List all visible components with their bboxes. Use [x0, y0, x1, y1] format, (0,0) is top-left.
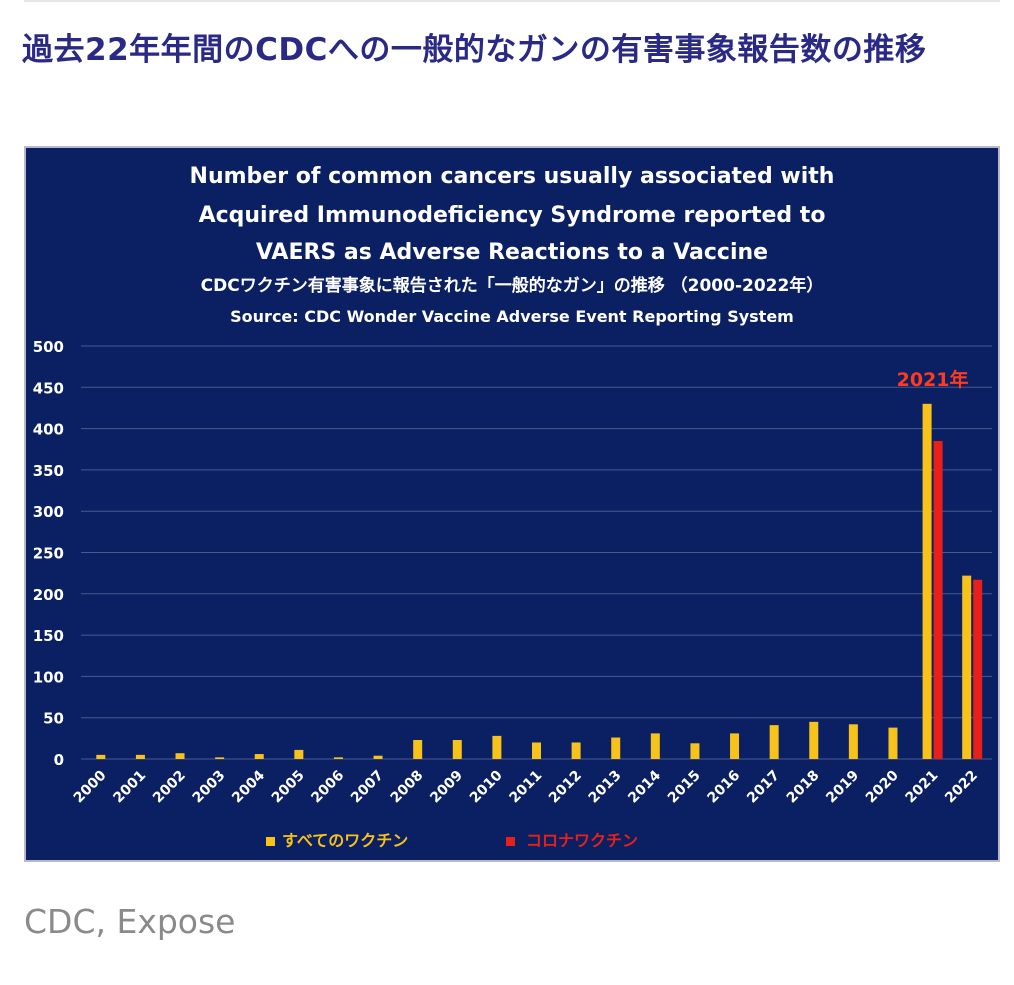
- x-axis-ticks: 2000 2001 2002 2003 2004 2005 2006 2007 2008 2009…: [71, 767, 981, 806]
- bar-all-vaccines-2008: [413, 740, 423, 759]
- y-tick-label: 250: [33, 545, 64, 563]
- bar-covid-vaccines-2022: [973, 579, 983, 759]
- x-tick-label: 2013: [586, 768, 625, 807]
- x-tick-label: 2009: [427, 768, 466, 807]
- article-heading: 過去22年年間のCDCへの一般的なガンの有害事象報告数の推移: [22, 32, 927, 68]
- x-tick-label: 2008: [388, 768, 427, 807]
- legend-label-all-vaccines: すべてのワクチン: [282, 831, 408, 850]
- x-tick-label: 2019: [823, 768, 862, 807]
- x-tick-label: 2011: [506, 768, 545, 807]
- bar-all-vaccines-2014: [650, 733, 660, 759]
- bar-all-vaccines-2005: [294, 749, 304, 759]
- y-tick-label: 450: [33, 379, 64, 397]
- chart-title: Number of common cancers usually associa…: [190, 164, 835, 265]
- bar-all-vaccines-2011: [532, 742, 541, 759]
- y-tick-label: 100: [33, 668, 64, 686]
- image-caption: CDC, Expose: [24, 902, 236, 941]
- bar-chart: Number of common cancers usually associa…: [33, 164, 992, 850]
- bar-all-vaccines-2009: [452, 740, 462, 759]
- legend-label-covid-vaccines: コロナワクチン: [526, 831, 638, 850]
- bar-all-vaccines-2012: [571, 742, 581, 759]
- y-tick-label: 0: [54, 751, 64, 769]
- bars: [96, 403, 983, 759]
- bar-all-vaccines-2017: [769, 725, 779, 759]
- bar-all-vaccines-2019: [848, 724, 858, 759]
- legend: すべてのワクチン コロナワクチン: [266, 831, 638, 850]
- annotation-2021: 2021年: [897, 368, 969, 391]
- x-tick-label: 2022: [942, 768, 981, 807]
- bar-all-vaccines-2000: [96, 754, 106, 759]
- x-tick-label: 2000: [71, 767, 110, 806]
- x-tick-label: 2005: [269, 768, 308, 807]
- y-tick-label: 50: [43, 710, 64, 728]
- bar-all-vaccines-2003: [215, 757, 225, 759]
- legend-swatch-all-vaccines: [266, 837, 275, 846]
- y-tick-label: 500: [33, 338, 64, 356]
- y-tick-label: 150: [33, 627, 64, 645]
- x-tick-label: 2006: [308, 768, 347, 807]
- bar-all-vaccines-2016: [730, 733, 740, 759]
- x-tick-label: 2004: [229, 767, 268, 806]
- legend-swatch-covid-vaccines: [506, 837, 515, 846]
- top-divider: [24, 0, 1000, 2]
- x-tick-label: 2007: [348, 768, 387, 807]
- x-tick-label: 2001: [110, 768, 149, 807]
- y-tick-label: 200: [33, 586, 64, 604]
- x-tick-label: 2021: [903, 768, 942, 807]
- bar-all-vaccines-2018: [809, 721, 819, 759]
- y-tick-label: 400: [33, 421, 64, 439]
- y-axis-ticks: 0 50 100 150 200 250 300 350 400 450 500: [33, 338, 64, 769]
- bar-all-vaccines-2022: [962, 575, 972, 759]
- x-tick-label: 2003: [190, 768, 229, 807]
- chart-image: Number of common cancers usually associa…: [24, 146, 1000, 862]
- x-tick-label: 2018: [784, 768, 823, 807]
- bar-all-vaccines-2002: [175, 753, 185, 759]
- bar-all-vaccines-2013: [611, 737, 621, 759]
- y-tick-label: 350: [33, 462, 64, 480]
- chart-source: Source: CDC Wonder Vaccine Adverse Event…: [230, 307, 794, 326]
- x-tick-label: 2015: [665, 768, 704, 807]
- chart-subtitle: CDCワクチン有害事象に報告された「一般的なガン」の推移 （2000-2022年…: [201, 275, 824, 296]
- bar-all-vaccines-2020: [888, 727, 898, 759]
- x-tick-label: 2017: [744, 768, 783, 807]
- x-tick-label: 2016: [705, 768, 744, 807]
- y-tick-label: 300: [33, 503, 64, 521]
- bar-all-vaccines-2021: [922, 403, 932, 759]
- x-tick-label: 2002: [150, 768, 189, 807]
- bar-all-vaccines-2010: [492, 735, 502, 759]
- bar-covid-vaccines-2021: [933, 440, 943, 759]
- bar-all-vaccines-2007: [373, 755, 383, 759]
- bar-all-vaccines-2006: [333, 757, 343, 759]
- x-tick-label: 2020: [863, 767, 902, 806]
- grid-lines: [81, 345, 992, 760]
- x-tick-label: 2014: [625, 767, 664, 806]
- x-tick-label: 2010: [467, 767, 506, 806]
- bar-all-vaccines-2001: [135, 754, 145, 759]
- bar-all-vaccines-2015: [690, 743, 700, 759]
- chart-title-line-3: VAERS as Adverse Reactions to a Vaccine: [256, 240, 768, 265]
- chart-title-line-1: Number of common cancers usually associa…: [190, 164, 835, 189]
- bar-all-vaccines-2004: [254, 754, 264, 759]
- chart-title-line-2: Acquired Immunodeficiency Syndrome repor…: [199, 203, 826, 228]
- x-tick-label: 2012: [546, 768, 585, 807]
